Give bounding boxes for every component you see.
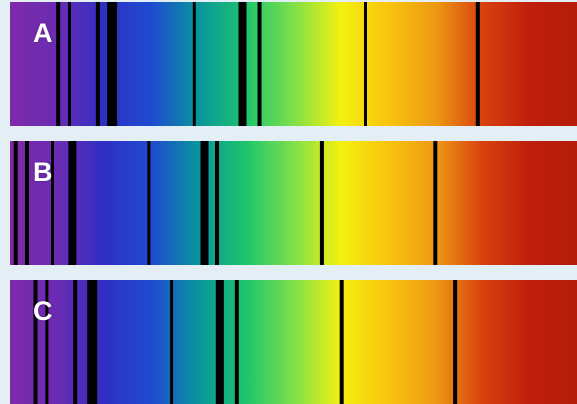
absorption-line [192, 2, 196, 126]
absorption-line [215, 141, 219, 265]
absorption-line [475, 2, 480, 126]
absorption-line [339, 280, 344, 404]
absorption-line [45, 280, 49, 404]
absorption-line [215, 280, 224, 404]
absorption-line [433, 141, 438, 265]
absorption-line [147, 141, 151, 265]
absorption-line [51, 141, 54, 265]
absorption-line [87, 280, 98, 404]
absorption-line [95, 2, 100, 126]
absorption-line [107, 2, 118, 126]
spectrum-label-a: A [33, 18, 53, 48]
spectrum-gradient [10, 141, 577, 265]
absorption-line [238, 2, 247, 126]
spectrum-panel-a: A [10, 2, 577, 126]
spectrum-gradient [10, 280, 577, 404]
spectrum-b-svg [10, 141, 577, 265]
spectrum-gradient [10, 2, 577, 126]
absorption-line [234, 280, 239, 404]
absorption-line [68, 2, 71, 126]
absorption-line [364, 2, 367, 126]
spectrum-panel-c: C [10, 280, 577, 404]
absorption-line [68, 141, 77, 265]
absorption-line [56, 2, 61, 126]
spectrum-a-svg [10, 2, 577, 126]
absorption-line [13, 141, 18, 265]
absorption-line [453, 280, 458, 404]
absorption-line [319, 141, 324, 265]
absorption-line [257, 2, 262, 126]
absorption-line [200, 141, 209, 265]
absorption-line [33, 280, 38, 404]
absorption-line [73, 280, 78, 404]
absorption-line [170, 280, 174, 404]
spectrum-c-svg [10, 280, 577, 404]
absorption-line [25, 141, 29, 265]
spectrum-panel-b: B [10, 141, 577, 265]
spectrum-label-b: B [33, 157, 53, 187]
spectrum-label-c: C [33, 296, 53, 326]
